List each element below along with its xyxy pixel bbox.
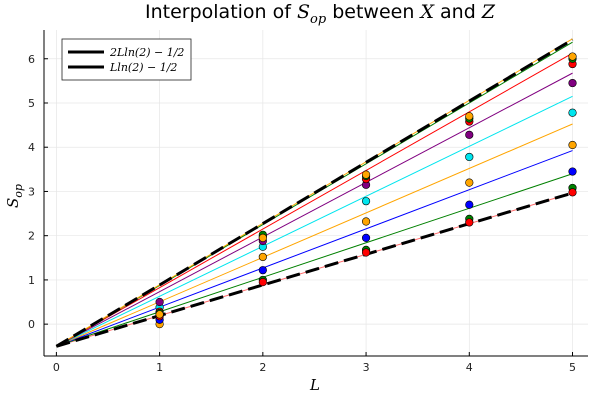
point-s0-4 <box>568 140 577 150</box>
legend-label-1: 2Lln(2) − 1/2 <box>109 46 184 59</box>
data-points <box>155 52 577 329</box>
point-s0-1 <box>258 252 267 262</box>
point-s8-1 <box>258 233 267 242</box>
fit-line-2 <box>56 150 573 347</box>
point-s3-1 <box>258 278 267 287</box>
x-axis-label: L <box>309 376 320 394</box>
point-s3-3 <box>465 218 474 227</box>
x-tick-label-0: 0 <box>53 361 60 374</box>
point-s4-3 <box>465 152 474 162</box>
point-s0-3 <box>465 178 474 187</box>
legend-label-2: Lln(2) − 1/2 <box>109 61 177 74</box>
title-s: S <box>297 1 310 23</box>
point-s1-4 <box>568 167 577 176</box>
y-tick-label-0: 0 <box>28 318 35 331</box>
y-axis-label: Sop <box>4 184 25 208</box>
title-x: X <box>418 1 435 23</box>
x-tick-label-5: 5 <box>569 361 576 374</box>
x-tick-label-3: 3 <box>363 361 370 374</box>
legend: 2Lln(2) − 1/2 Lln(2) − 1/2 <box>61 38 192 81</box>
point-s3-4 <box>568 188 577 197</box>
fit-line-1 <box>56 173 573 347</box>
point-s5-3 <box>465 130 474 139</box>
y-tick-label-2: 2 <box>28 230 35 243</box>
y-axis-label-s: S <box>4 198 22 208</box>
fit-line-3 <box>56 123 573 347</box>
legend-box <box>61 38 192 81</box>
y-tick-label-6: 6 <box>28 53 35 66</box>
fit-line-4 <box>56 95 573 347</box>
reference-line-1 <box>55 191 573 348</box>
reference-line-0 <box>55 38 574 348</box>
point-s8-0 <box>155 310 164 319</box>
y-axis-label-sub: op <box>12 184 25 198</box>
y-tick-label-1: 1 <box>28 274 35 287</box>
point-s5-0 <box>155 297 164 307</box>
x-tick-label-2: 2 <box>259 361 266 374</box>
point-s3-2 <box>361 248 371 257</box>
point-s0-2 <box>361 217 371 226</box>
chart-title: Interpolation of Sop between X and Z <box>145 1 496 27</box>
x-tick-label-4: 4 <box>466 361 473 374</box>
title-z: Z <box>481 1 496 23</box>
point-s5-4 <box>568 78 577 88</box>
title-and: and <box>434 1 482 23</box>
reference-lines <box>55 38 574 348</box>
fit-line-6 <box>56 52 573 347</box>
axes <box>43 30 588 357</box>
point-s8-2 <box>361 170 371 179</box>
title-prefix: Interpolation of <box>145 1 297 23</box>
title-s-sub: op <box>310 12 327 27</box>
fit-line-5 <box>56 72 573 347</box>
y-tick-label-4: 4 <box>28 141 35 154</box>
point-s1-2 <box>361 233 371 242</box>
point-s8-3 <box>465 112 474 121</box>
point-s4-2 <box>361 197 371 206</box>
y-tick-label-3: 3 <box>28 185 35 198</box>
point-s8-4 <box>568 52 577 61</box>
tick-labels: 0 1 2 3 4 5 0 1 2 3 4 5 6 <box>28 53 576 374</box>
title-middle: between <box>326 1 420 23</box>
x-tick-label-1: 1 <box>156 361 163 374</box>
point-s4-4 <box>568 108 577 117</box>
point-s1-3 <box>465 200 474 209</box>
y-tick-label-5: 5 <box>28 97 35 110</box>
point-s1-1 <box>258 266 267 275</box>
